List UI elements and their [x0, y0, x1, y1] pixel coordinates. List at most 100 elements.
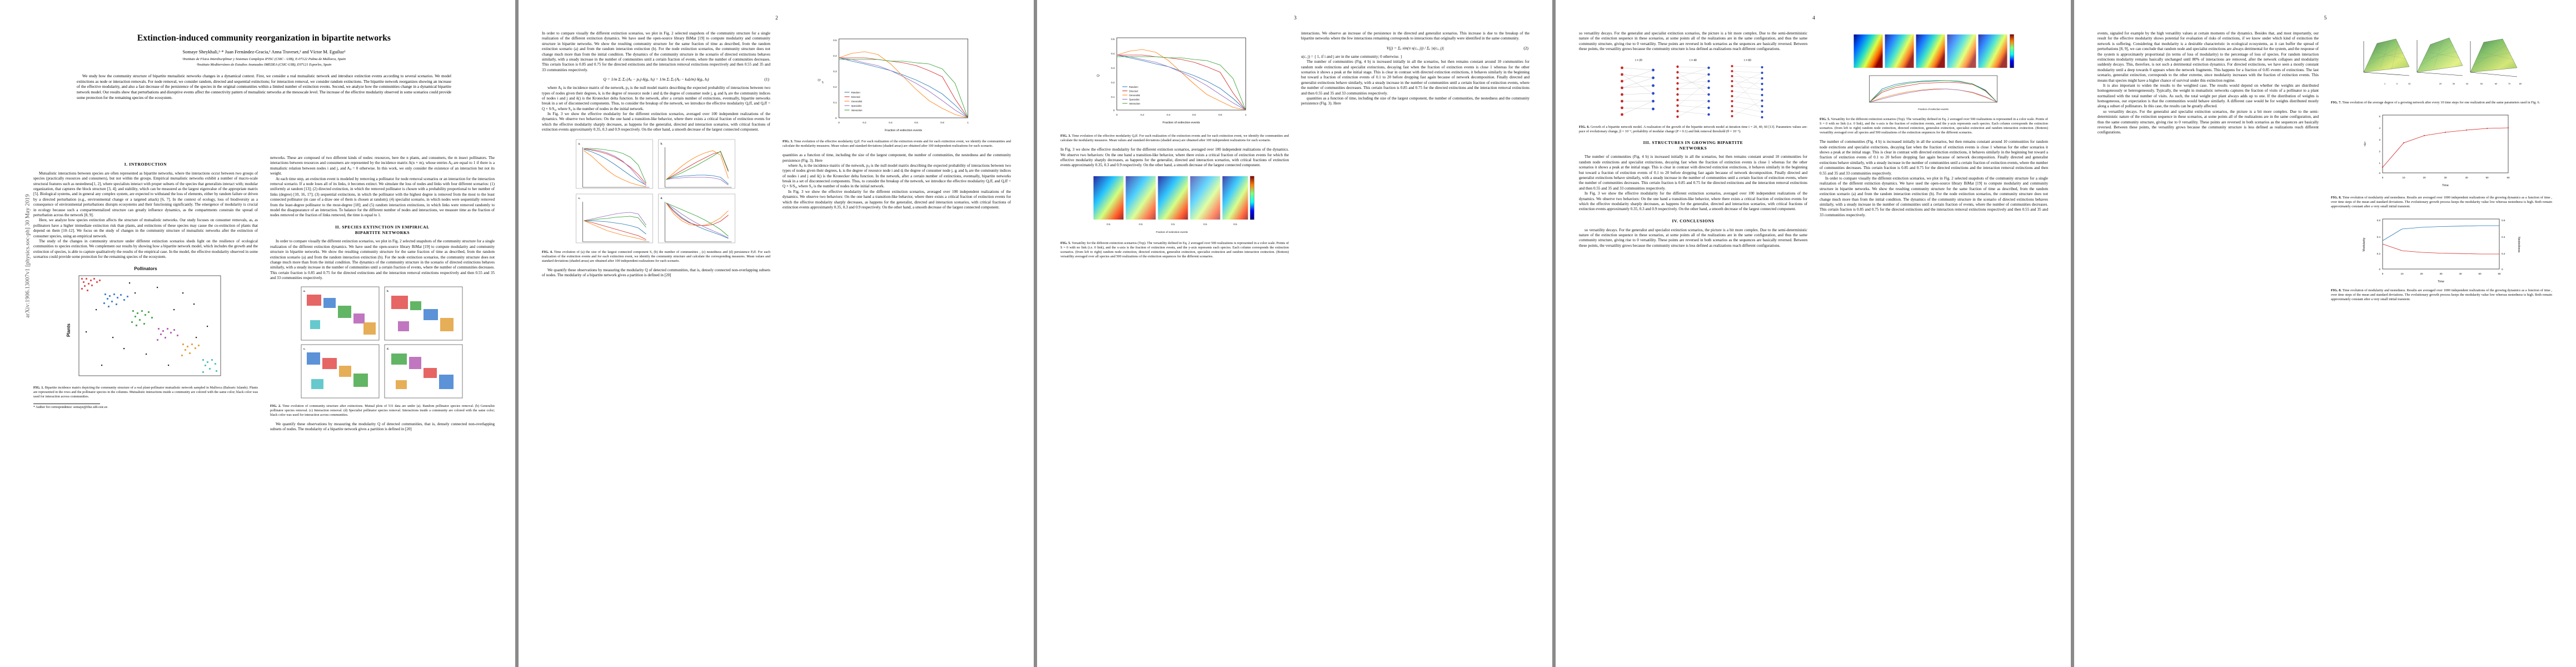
- svg-text:1: 1: [2379, 162, 2380, 165]
- svg-text:80: 80: [2519, 82, 2522, 85]
- paragraph: In order to compare visually the differe…: [1820, 176, 2048, 217]
- svg-text:eff: eff: [822, 81, 824, 83]
- svg-text:Fraction of extinction events: Fraction of extinction events: [1918, 108, 1949, 111]
- page2-columns: In order to compare visually the differe…: [542, 31, 1012, 278]
- svg-text:5: 5: [2379, 115, 2380, 118]
- svg-text:0.5: 0.5: [1203, 223, 1207, 226]
- fig2-panel-label-c: c.: [303, 347, 306, 350]
- svg-text:0.3: 0.3: [833, 70, 837, 73]
- fig3-xlabel: Fraction of extinction events: [885, 129, 922, 132]
- svg-text:10: 10: [2400, 272, 2404, 275]
- svg-text:0.6: 0.6: [2502, 219, 2505, 222]
- figure-7-caption-block: FIG. 8. Time evolution of modularity and…: [2331, 196, 2552, 209]
- paragraph: In Fig. 3 we show the effective modulari…: [542, 112, 770, 132]
- figure-3b-caption: FIG. 3. Time evolution of the effective …: [1060, 134, 1289, 143]
- page4-column-1: so versatility decays. For the generalis…: [1579, 31, 1807, 248]
- fig3-legend-4: Interaction: [851, 109, 863, 112]
- svg-text:0.4: 0.4: [2377, 236, 2381, 238]
- svg-text:0.5: 0.5: [1139, 223, 1143, 226]
- paragraph: We quantify these observations by measur…: [270, 421, 495, 432]
- figure-6-graphic: t = 20 t = 40 t = 60: [1621, 59, 1763, 118]
- figure-8-graphic: 0.6 0.4 0.2 0 0.6 0.4 0.2 0 0 10 20 30 40 50 60 Tim…: [2363, 218, 2520, 283]
- fig8-ylabel: Modularity: [2363, 238, 2366, 252]
- paragraph: In Fig. 3 we show the effective modulari…: [783, 189, 1011, 210]
- page1-columns: I. INTRODUCTION Mutualistic interactions…: [33, 156, 495, 432]
- svg-text:0.2: 0.2: [2377, 252, 2381, 255]
- svg-text:40: 40: [2466, 82, 2469, 85]
- paragraph: At each time step, an extinction event i…: [270, 176, 495, 218]
- svg-text:40: 40: [2465, 176, 2468, 179]
- svg-text:0.4: 0.4: [889, 121, 893, 124]
- legend-item: Specialist: [1129, 98, 1140, 101]
- figure-3b-caption-text: Time evolution of the effective modulari…: [1060, 134, 1289, 143]
- fig3-legend-2: Generalist: [851, 100, 863, 103]
- svg-text:Fraction of extinction events: Fraction of extinction events: [1163, 121, 1200, 125]
- svg-text:a.: a.: [579, 142, 581, 145]
- svg-text:50: 50: [2478, 272, 2482, 275]
- paragraph: It is also important to widen the result…: [2097, 83, 2319, 109]
- fig8-ylabel2: Nestedness: [2517, 237, 2520, 253]
- figure-2-label: FIG. 2.: [270, 404, 281, 408]
- svg-text:0.8: 0.8: [1218, 113, 1222, 116]
- paragraph: so versatility decays. For the generalis…: [1579, 31, 1807, 52]
- fig6-t20-label: t = 20: [1635, 59, 1642, 62]
- heading-species-extinction: II. SPECIES EXTINCTION IN EMPIRICAL BIPA…: [270, 225, 495, 236]
- figure-6b: 1 0 15 20 30 40 50 60 70 80 FIG. 7. Time evolu…: [2331, 31, 2552, 105]
- svg-text:0.1: 0.1: [1111, 96, 1115, 98]
- figure-8-caption-block: FIG. 8. Time evolution of modularity and…: [2331, 288, 2552, 302]
- figure-5b-label: FIG. 5.: [1820, 117, 1830, 121]
- paragraph: where Aᵢⱼ is the incidence matrix of the…: [783, 163, 1011, 189]
- figure-3-top-graphic: 0.5 0.4 0.3 0.2 0.1 0 0 0.2 0.4 0.6 0.8 1 Q Frac…: [1097, 37, 1247, 125]
- equation-1: Q = 1/m Σᵢ Σⱼ (Aᵢⱼ − pᵢⱼ) δ(gᵢ, hⱼ) = 1/…: [542, 77, 770, 82]
- svg-text:20: 20: [2423, 176, 2426, 179]
- figure-3: 0.5 0.4 0.3 0.2 0.1 0 0 0.2 0.4 0.6 0.8 1 Q eff …: [783, 31, 1011, 148]
- page1-column-1: I. INTRODUCTION Mutualistic interactions…: [33, 156, 258, 432]
- figure-8-caption-text: Time evolution of modularity and nestedn…: [2331, 196, 2552, 209]
- heading-line-2: BIPARTITE NETWORKS: [355, 230, 410, 235]
- svg-text:70: 70: [2508, 82, 2511, 85]
- figure-8-label: FIG. 8.: [2331, 196, 2341, 200]
- svg-text:0.6: 0.6: [2377, 219, 2381, 222]
- svg-text:0.5: 0.5: [1107, 223, 1110, 226]
- figure-6b-caption: FIG. 7. Time evolution of the average de…: [2331, 101, 2552, 105]
- page-3: 3 0.5 0.4 0.3 0.2 0.1 0: [1037, 0, 1552, 667]
- svg-text:Fraction of extinction events: Fraction of extinction events: [1156, 231, 1188, 233]
- svg-text:1: 1: [1245, 113, 1247, 116]
- svg-text:0: 0: [2379, 268, 2380, 271]
- heading-line-1: II. SPECIES EXTINCTION IN EMPIRICAL: [335, 224, 430, 230]
- svg-text:0.2: 0.2: [833, 86, 837, 88]
- page-number: 2: [775, 16, 778, 21]
- figure-2-graphic: a.: [301, 286, 463, 398]
- paragraph: so versatility decays. For the generalis…: [1579, 227, 1807, 248]
- svg-text:40: 40: [2459, 272, 2462, 275]
- svg-text:c.: c.: [579, 197, 581, 200]
- page-2: 2 In order to compare visually the diffe…: [519, 0, 1034, 667]
- svg-text:30: 30: [2453, 82, 2455, 85]
- svg-text:0.2: 0.2: [1140, 113, 1144, 116]
- svg-text:15: 15: [2408, 82, 2411, 85]
- svg-text:60: 60: [2495, 82, 2498, 85]
- page-1: arXiv:1906.13007v1 [physics.soc-ph] 30 M…: [0, 0, 515, 667]
- svg-text:0.5: 0.5: [833, 39, 837, 42]
- figure-1-caption-text: Bipartite incidence matrix depicting the…: [33, 385, 258, 399]
- svg-text:0.8: 0.8: [940, 121, 944, 124]
- figure-5: 0.5 0.5 0.5 0.5 0.5 Fraction of extinction …: [1060, 172, 1289, 259]
- fig3-legend-1: Directed: [851, 96, 861, 98]
- svg-text:0.4: 0.4: [1111, 52, 1115, 55]
- svg-text:0.4: 0.4: [2502, 236, 2505, 238]
- paragraph: events, signaled for example by the high…: [2097, 31, 2319, 83]
- svg-text:50: 50: [2485, 176, 2489, 179]
- figure-5-graphic: 0.5 0.5 0.5 0.5 0.5 Fraction of extinction …: [1093, 176, 1254, 233]
- figure-5-caption-text: Versatility for the different extinction…: [1060, 241, 1289, 258]
- page5-column-1: events, signaled for example by the high…: [2097, 31, 2319, 306]
- svg-text:0: 0: [2382, 272, 2384, 275]
- figure-5-caption: FIG. 5. Versatility for the different ex…: [1060, 241, 1289, 259]
- figure-2: a.: [270, 285, 495, 417]
- page3-column-2: interactions. We observe an increase of …: [1301, 31, 1529, 263]
- paragraph: quantities as a function of time, includ…: [1301, 96, 1529, 106]
- page5-column-2: 1 0 15 20 30 40 50 60 70 80 FIG. 7. Time evolu…: [2331, 31, 2552, 306]
- arxiv-stamp: arXiv:1906.13007v1 [physics.soc-ph] 30 M…: [24, 194, 31, 318]
- paragraph: The number of communities (Fig. 4 b) is …: [1579, 155, 1807, 191]
- page3-columns: 0.5 0.4 0.3 0.2 0.1 0 0 0.2 0.4 0.6 0.8 1 Q Frac…: [1060, 31, 1530, 263]
- svg-text:0.6: 0.6: [914, 121, 918, 124]
